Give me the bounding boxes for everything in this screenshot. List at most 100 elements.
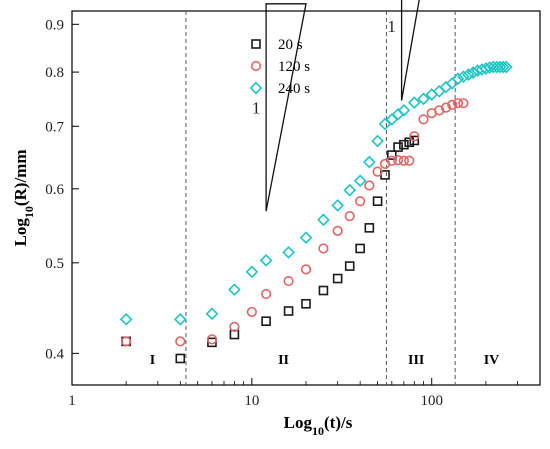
data-point bbox=[387, 150, 397, 160]
data-point bbox=[451, 72, 465, 86]
data-point bbox=[121, 336, 132, 347]
data-point bbox=[332, 273, 343, 284]
data-point bbox=[331, 199, 345, 212]
data-point bbox=[175, 353, 186, 364]
data-point bbox=[119, 312, 133, 326]
data-point bbox=[462, 68, 475, 81]
data-point bbox=[417, 92, 430, 106]
data-point bbox=[500, 60, 513, 74]
data-point bbox=[301, 298, 311, 309]
data-point bbox=[318, 285, 329, 296]
data-point bbox=[371, 134, 384, 148]
region-label: IV bbox=[484, 353, 500, 368]
data-point bbox=[466, 66, 480, 79]
legend-label: 20 s bbox=[278, 37, 303, 53]
data-point bbox=[317, 213, 330, 227]
data-point bbox=[393, 142, 403, 152]
y-tick-label: 0.9 bbox=[45, 17, 64, 33]
legend-marker-circle bbox=[250, 60, 262, 72]
data-point bbox=[372, 196, 383, 206]
y-tick-label: 0.7 bbox=[45, 119, 64, 135]
region-label: I bbox=[150, 353, 155, 368]
slope-label-rise: 1 bbox=[252, 98, 261, 117]
data-point bbox=[397, 104, 411, 117]
y-axis-title-main: Log bbox=[11, 218, 30, 247]
data-point bbox=[363, 155, 376, 169]
data-point bbox=[283, 275, 294, 287]
data-point bbox=[283, 306, 294, 316]
y-tick-label: 0.4 bbox=[45, 346, 64, 362]
data-point bbox=[392, 155, 404, 166]
data-point bbox=[353, 174, 367, 188]
data-point bbox=[418, 114, 429, 125]
data-points bbox=[119, 60, 513, 364]
y-tick-label: 0.6 bbox=[45, 182, 64, 198]
slope-label-rise: 1 bbox=[387, 17, 396, 36]
y-axis-title: Log10(R)/mm bbox=[11, 150, 36, 247]
data-point bbox=[496, 60, 510, 74]
legend-marker-square bbox=[251, 39, 261, 49]
data-point bbox=[343, 183, 357, 197]
slope-triangles: 111. 11 bbox=[252, 0, 420, 212]
data-point bbox=[318, 243, 329, 254]
x-axis-title-rest: (t)/s bbox=[324, 413, 353, 432]
data-point bbox=[259, 254, 273, 267]
data-point bbox=[300, 264, 312, 275]
data-point bbox=[355, 243, 365, 254]
series-diamond bbox=[119, 60, 513, 326]
legend-label: 240 s bbox=[278, 81, 310, 97]
data-point bbox=[452, 98, 464, 109]
data-point bbox=[245, 265, 259, 279]
data-point bbox=[205, 307, 219, 321]
x-axis-title-main: Log bbox=[284, 413, 313, 432]
data-point bbox=[364, 223, 375, 233]
data-point bbox=[175, 336, 186, 347]
slope-triangle bbox=[265, 3, 307, 212]
y-axis-title-sub: 10 bbox=[22, 206, 36, 218]
axis-ticks: 1 10 100 0.4 0.5 0.6 0.7 0.8 0.9 bbox=[45, 17, 541, 409]
data-point bbox=[299, 231, 313, 244]
data-point bbox=[386, 155, 397, 166]
data-point bbox=[447, 99, 458, 110]
data-point bbox=[260, 288, 272, 300]
data-point bbox=[409, 135, 420, 146]
data-point bbox=[344, 261, 355, 271]
series-circle bbox=[121, 98, 469, 347]
y-tick-label: 0.5 bbox=[45, 256, 64, 272]
data-point bbox=[457, 70, 470, 84]
slope-triangle bbox=[400, 0, 420, 101]
data-point bbox=[246, 306, 257, 318]
x-tick-label: 100 bbox=[420, 393, 443, 409]
data-point bbox=[355, 196, 366, 207]
data-point bbox=[282, 246, 295, 259]
data-point bbox=[458, 98, 469, 109]
data-point bbox=[344, 211, 355, 222]
region-label: III bbox=[408, 353, 424, 368]
x-tick-label: 10 bbox=[244, 393, 259, 409]
data-point bbox=[332, 225, 343, 236]
data-point bbox=[404, 155, 415, 166]
data-point bbox=[399, 139, 409, 150]
region-label: II bbox=[278, 353, 289, 368]
data-point bbox=[206, 334, 218, 345]
y-axis-title-rest: (R)/mm bbox=[11, 150, 30, 207]
legend: 20 s 120 s 240 s bbox=[249, 37, 310, 97]
legend-label: 120 s bbox=[278, 59, 310, 75]
data-point bbox=[229, 321, 240, 332]
data-point bbox=[261, 316, 271, 326]
data-point bbox=[228, 283, 241, 296]
data-point bbox=[440, 102, 452, 113]
legend-marker-diamond bbox=[249, 81, 263, 95]
y-tick-label: 0.8 bbox=[45, 65, 64, 81]
region-dividers: I II III IV bbox=[150, 11, 500, 385]
data-point bbox=[173, 312, 187, 326]
data-point bbox=[407, 96, 421, 109]
data-point bbox=[364, 180, 375, 191]
data-point bbox=[404, 137, 415, 148]
data-point bbox=[372, 166, 383, 177]
data-point bbox=[398, 155, 409, 166]
x-tick-label: 1 bbox=[68, 393, 76, 409]
x-axis-title-sub: 10 bbox=[312, 424, 324, 438]
x-axis-title: Log10(t)/s bbox=[284, 413, 353, 438]
